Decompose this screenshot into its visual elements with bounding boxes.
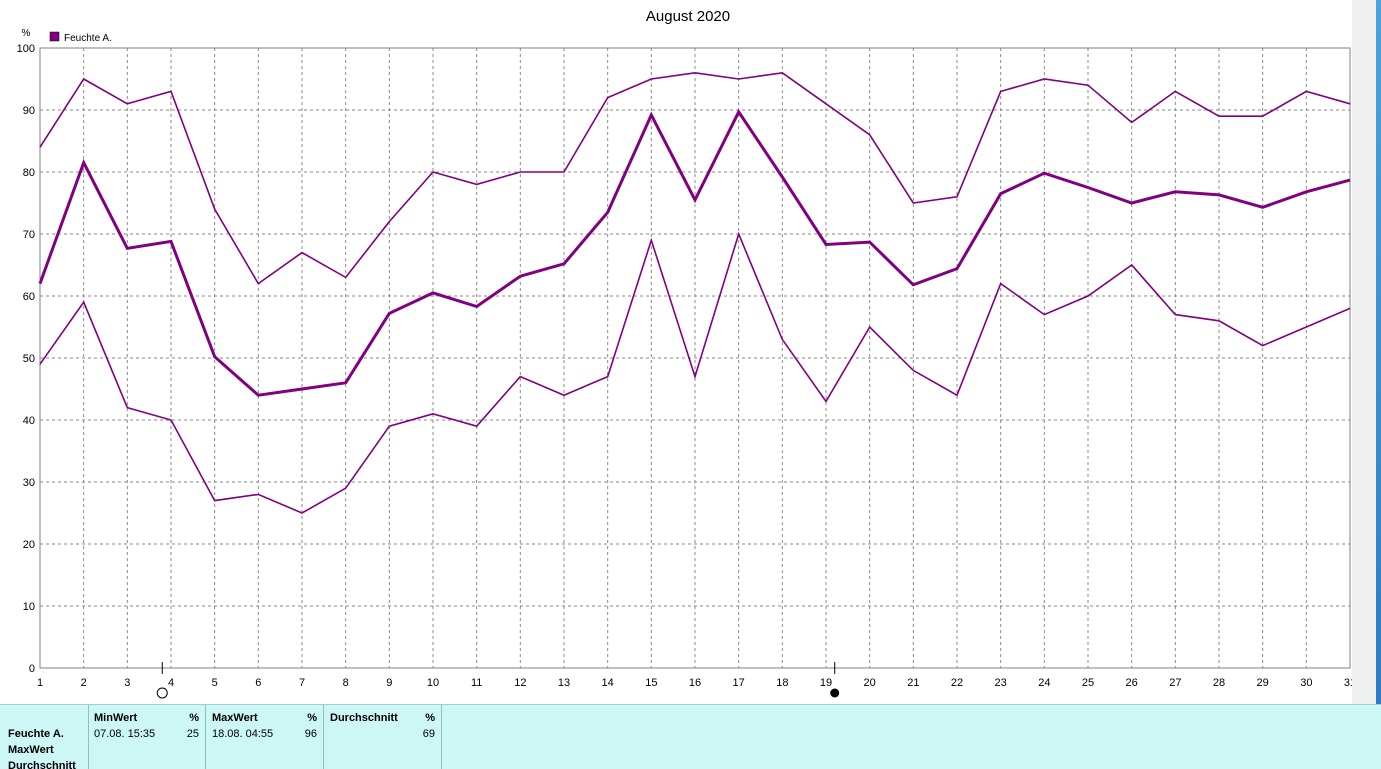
stats-row-labels: Feuchte A. MaxWert Durchschnitt — [0, 705, 89, 769]
x-tick-label: 2 — [81, 677, 87, 689]
x-tick-label: 21 — [907, 677, 919, 689]
x-tick-label: 9 — [386, 677, 392, 689]
stats-column-min: MinWert % 07.08. 15:35 25 — [89, 705, 206, 769]
x-tick-label: 23 — [995, 677, 1007, 689]
y-tick-label: 100 — [17, 43, 35, 55]
legend[interactable]: Feuchte A. — [49, 31, 112, 44]
series-lines — [38, 71, 1351, 514]
x-tick-label: 29 — [1257, 677, 1269, 689]
x-tick-label: 7 — [299, 677, 305, 689]
series-line — [39, 231, 1351, 514]
stats-value: 96 — [304, 728, 317, 740]
humidity-chart: August 2020 % Feuchte A. 1 2 3 4 5 6 7 8 9 10 11 12… — [17, 8, 1352, 699]
x-tick-label: 13 — [558, 677, 570, 689]
moon-phase-markers — [156, 662, 840, 699]
stats-time: 18.08. 04:55 — [212, 728, 274, 740]
x-tick-label: 12 — [514, 677, 526, 689]
y-tick-label: 70 — [23, 229, 35, 241]
stats-row-label: MaxWert — [8, 744, 54, 756]
y-tick-label: 20 — [23, 539, 35, 551]
x-tick-label: 4 — [168, 677, 174, 689]
grid — [40, 48, 1350, 668]
x-tick-label: 26 — [1126, 677, 1138, 689]
statistics-panel: Feuchte A. MaxWert Durchschnitt MinWert … — [0, 704, 1381, 769]
x-tick-label: 25 — [1082, 677, 1094, 689]
x-tick-label: 22 — [951, 677, 963, 689]
x-tick-label: 18 — [776, 677, 788, 689]
y-tick-label: 80 — [23, 167, 35, 179]
y-tick-label: 10 — [23, 601, 35, 613]
full-moon-icon — [156, 687, 168, 699]
y-axis-unit: % — [22, 28, 31, 39]
x-tick-label: 20 — [864, 677, 876, 689]
stats-unit: % — [425, 712, 435, 724]
y-tick-label: 50 — [23, 353, 35, 365]
x-tick-label: 27 — [1169, 677, 1181, 689]
stats-unit: % — [189, 712, 199, 724]
stats-row-label: Feuchte A. — [8, 728, 64, 740]
legend-swatch — [49, 31, 60, 42]
series-line — [39, 71, 1351, 285]
x-tick-label: 15 — [645, 677, 657, 689]
y-tick-label: 30 — [23, 477, 35, 489]
stats-unit: % — [307, 712, 317, 724]
x-tick-label: 16 — [689, 677, 701, 689]
x-tick-label: 6 — [255, 677, 261, 689]
series-line — [38, 108, 1351, 397]
x-tick-label: 28 — [1213, 677, 1225, 689]
stats-value: 69 — [422, 728, 435, 740]
x-tick-label: 1 — [37, 677, 43, 689]
x-tick-label: 19 — [820, 677, 832, 689]
stats-header: MaxWert — [212, 712, 258, 724]
x-tick-label: 14 — [602, 677, 614, 689]
y-tick-label: 0 — [29, 663, 35, 675]
stats-row-label: Durchschnitt — [8, 760, 76, 769]
stats-time: 07.08. 15:35 — [94, 728, 156, 740]
x-tick-label: 11 — [471, 677, 482, 689]
plot-frame — [39, 47, 1351, 669]
y-tick-label: 90 — [23, 105, 35, 117]
stats-column-max: MaxWert % 18.08. 04:55 96 — [206, 705, 324, 769]
x-tick-label: 24 — [1038, 677, 1050, 689]
x-tick-label: 8 — [343, 677, 349, 689]
stats-value: 25 — [186, 728, 199, 740]
x-tick-label: 3 — [124, 677, 130, 689]
x-tick-label: 17 — [733, 677, 745, 689]
y-tick-label: 60 — [23, 291, 35, 303]
stats-column-average: Durchschnitt % 69 — [324, 705, 442, 769]
y-tick-label: 40 — [23, 415, 35, 427]
chart-title: August 2020 — [646, 8, 730, 25]
x-tick-label: 5 — [212, 677, 218, 689]
axes: 1 2 3 4 5 6 7 8 9 10 11 12 13 14 15 16 17 18 19 20 21 22 23 24 2… — [17, 43, 1352, 689]
stats-header: MinWert — [94, 712, 138, 724]
x-tick-label: 30 — [1300, 677, 1312, 689]
legend-label: Feuchte A. — [64, 33, 112, 44]
x-tick-label: 10 — [427, 677, 439, 689]
x-tick-label: 31 — [1344, 677, 1352, 689]
new-moon-icon — [830, 688, 840, 698]
stats-header: Durchschnitt — [330, 712, 398, 724]
desktop-edge — [1376, 0, 1381, 705]
